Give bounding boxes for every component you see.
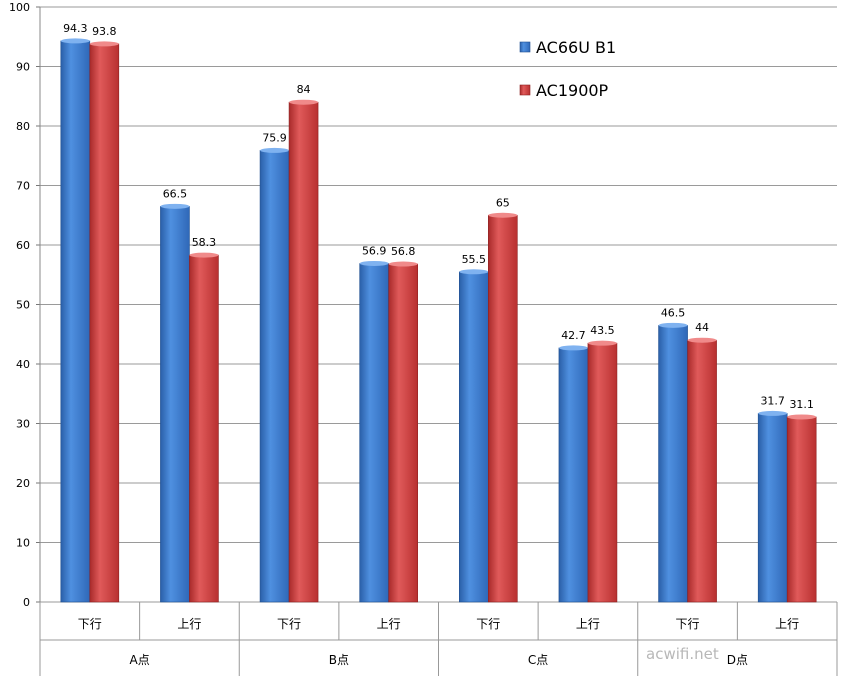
y-tick-label: 20 [16,477,30,490]
bar-top [758,410,788,416]
bar [288,101,319,603]
y-tick-label: 40 [16,358,30,371]
x-category-label: 上行 [775,617,799,631]
y-tick-label: 0 [23,596,30,609]
data-label: 44 [695,321,709,334]
data-label: 31.1 [789,398,814,411]
x-group-label: A点 [130,653,150,667]
data-label: 31.7 [760,394,785,407]
bar-top [787,414,817,420]
legend-label: AC1900P [536,81,609,100]
data-label: 84 [297,83,311,96]
bar-top [289,99,319,105]
x-category-label: 下行 [676,617,700,631]
data-label: 55.5 [462,253,487,266]
x-category-label: 下行 [277,617,301,631]
bar-top [189,252,219,258]
bar-top [388,261,418,267]
bar [558,347,589,603]
x-group-label: B点 [329,653,349,667]
bar-top [359,260,389,266]
data-label: 94.3 [63,22,88,35]
x-category-label: 上行 [377,617,401,631]
data-label: 43.5 [590,324,615,337]
y-tick-label: 60 [16,239,30,252]
legend-swatch [519,41,531,53]
y-tick-label: 100 [9,1,30,14]
bar [786,416,817,603]
bar-top [587,340,617,346]
bar [89,43,120,603]
x-category-label: 上行 [576,617,600,631]
bar [359,263,389,603]
y-tick-label: 90 [16,61,30,74]
data-label: 56.9 [362,244,387,257]
bar [658,325,688,603]
y-tick-label: 10 [16,537,30,550]
watermark: acwifi.net [646,645,719,663]
y-tick-label: 50 [16,299,30,312]
data-label: 75.9 [262,131,287,144]
bar [388,263,418,603]
bar [587,342,618,603]
bar-top [658,322,688,328]
bar-top [160,203,190,209]
bar [488,214,518,603]
bar [757,413,788,603]
data-label: 58.3 [192,236,217,249]
x-group-label: D点 [727,653,748,667]
legend-label: AC66U B1 [536,38,616,57]
y-tick-label: 30 [16,418,30,431]
y-tick-label: 70 [16,180,30,193]
x-category-label: 下行 [476,617,500,631]
bar-top [488,212,518,218]
bar-top [89,41,119,47]
data-label: 65 [496,196,510,209]
bar [459,271,489,603]
bar [687,339,717,603]
data-label: 42.7 [561,329,586,342]
bar-top [60,38,90,44]
bar-top [260,147,290,153]
legend-swatch [519,84,531,96]
x-category-label: 上行 [177,617,201,631]
bar-top [558,345,588,351]
y-tick-label: 80 [16,120,30,133]
x-group-label: C点 [528,653,548,667]
data-label: 66.5 [163,187,188,200]
x-category-label: 下行 [78,617,102,631]
bar-top [459,269,489,275]
bar-top [687,337,717,343]
data-label: 56.8 [391,245,416,258]
bar [259,150,290,603]
bar [160,206,190,603]
bar [189,254,219,603]
data-label: 93.8 [92,25,117,38]
data-label: 46.5 [661,306,686,319]
bar [60,40,91,603]
